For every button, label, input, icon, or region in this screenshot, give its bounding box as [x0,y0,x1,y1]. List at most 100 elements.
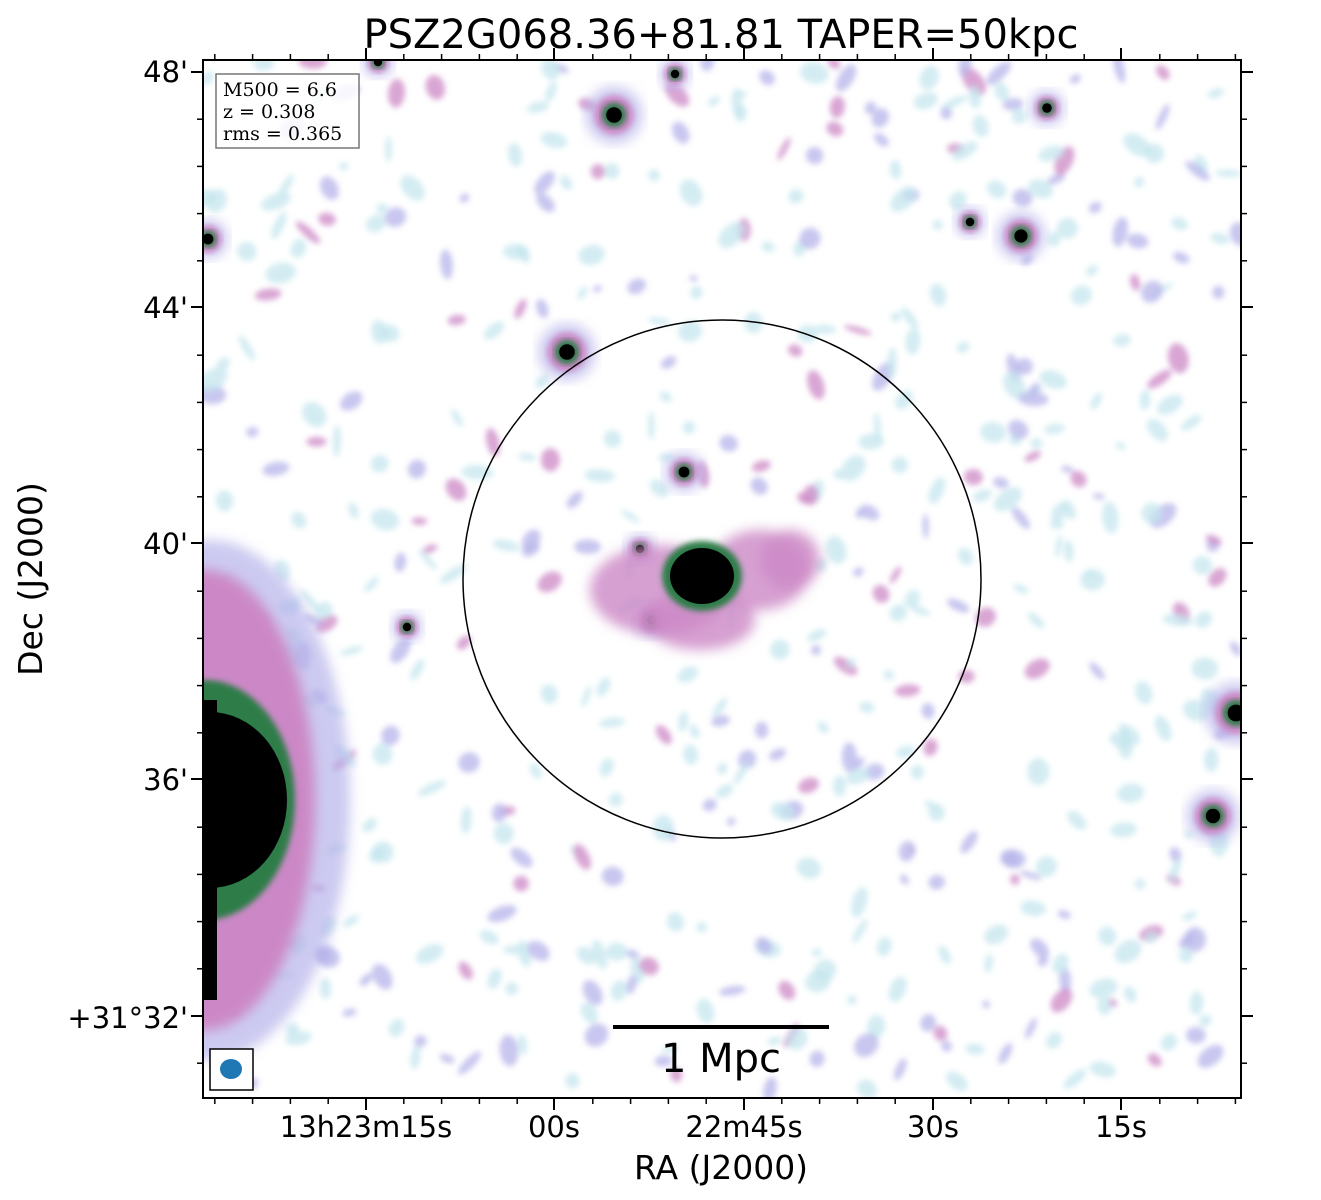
noise-blob [734,105,747,122]
noise-blob [1110,822,1137,838]
scale-bar-label: 1 Mpc [661,1036,781,1082]
noise-blob [1011,507,1030,529]
noise-blob [1088,201,1102,214]
noise-blob [535,374,550,389]
noise-blob [306,436,327,447]
central-source-core [670,548,734,604]
noise-blob [899,874,910,885]
noise-blob [574,539,602,555]
noise-blob [890,311,902,322]
noise-blob [932,219,943,230]
noise-blob [1059,967,1072,994]
source-core [678,466,690,478]
noise-blob [1172,251,1190,264]
info-m500: M500 = 6.6 [223,79,337,101]
noise-blob [661,1045,679,1053]
noise-blob [719,434,738,452]
noise-blob [994,487,1023,512]
noise-blob [896,745,915,759]
noise-blob [518,453,537,461]
noise-blob [1019,870,1042,881]
noise-blob [1113,333,1131,347]
noise-blob [898,840,916,862]
noise-blob [254,288,282,301]
noise-blob [580,1002,598,1024]
noise-blob [761,241,775,253]
point-source [1186,789,1240,843]
noise-blob [521,529,541,552]
noise-blob [1056,217,1078,239]
noise-blob [946,598,970,613]
noise-blob [1134,878,1146,890]
noise-blob [689,275,698,282]
noise-blob [809,1050,825,1068]
noise-blob [852,757,865,769]
noise-blob [751,460,771,472]
noise-blob [893,1058,907,1081]
noise-blob [366,214,386,233]
info-rms: rms = 0.365 [223,123,342,145]
noise-blob [805,146,824,165]
noise-blob [425,75,445,100]
noise-blob [851,887,868,918]
noise-blob [415,943,444,964]
noise-blob [888,976,907,1003]
noise-blob [492,539,521,552]
noise-blob [919,65,939,90]
noise-blob [388,78,405,108]
source-core [1042,103,1052,113]
noise-blob [1180,415,1202,431]
noise-blob [581,685,592,707]
noise-blob [626,975,637,994]
noise-blob [1085,265,1099,276]
noise-blob [826,121,844,137]
noise-blob [887,347,897,379]
noise-blob [246,426,259,438]
noise-blob [591,939,608,970]
noise-blob [1098,926,1117,946]
noise-blob [319,176,339,201]
point-source [1029,90,1065,126]
noise-blob [1126,233,1149,249]
point-source [391,611,423,643]
noise-blob [872,584,890,603]
noise-blob [807,628,827,642]
noise-blob [507,143,523,167]
noise-blob [584,469,616,483]
noise-blob [890,186,916,212]
noise-blob [447,314,466,326]
noise-blob [372,743,393,765]
noise-blob [338,162,349,171]
noise-blob [711,715,730,727]
noise-blob [949,191,967,210]
noise-blob [491,803,507,823]
noise-blob [786,1027,808,1051]
noise-blob [319,977,332,1000]
noise-blob [203,71,214,85]
noise-blob [364,576,379,592]
source-core [203,233,214,245]
noise-blob [929,283,947,307]
noise-blob [1080,569,1105,591]
noise-blob [1097,997,1112,1015]
source-core [606,107,622,123]
source-core [559,344,575,360]
noise-blob [459,193,470,203]
noise-blob [384,207,407,228]
noise-blob [527,101,550,113]
noise-blob [536,193,555,213]
noise-blob [1117,783,1145,803]
noise-blob [203,367,228,393]
noise-blob [541,60,561,80]
sky-image [203,60,1241,1098]
noise-blob [348,502,359,519]
noise-blob [799,227,821,250]
noise-blob [1182,911,1198,921]
y-tick-label: 40' [143,527,188,561]
noise-blob [376,203,388,214]
noise-blob [302,401,327,428]
noise-blob [381,725,400,746]
noise-blob [590,164,606,180]
noise-blob [853,567,864,577]
noise-blob [1050,518,1065,529]
